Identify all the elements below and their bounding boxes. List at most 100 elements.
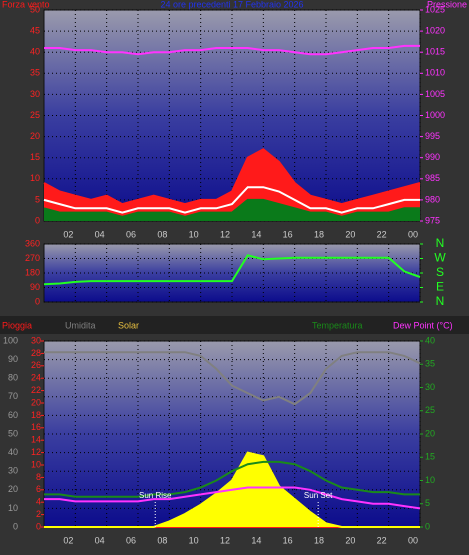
- x-tick-label: 14: [251, 535, 261, 545]
- x-tick-label: 12: [220, 535, 230, 545]
- y2-tick-label: 40: [425, 335, 435, 345]
- annotation-label: Sun Set: [304, 491, 333, 500]
- legend-entry: Dew Point (°C): [393, 320, 453, 330]
- legend-entry: Temperatura: [312, 320, 363, 330]
- series-line: [43, 254, 421, 286]
- y2-tick-label: 10: [425, 475, 435, 485]
- x-tick-label: 10: [189, 535, 199, 545]
- y2-tick-label: 20: [425, 428, 435, 438]
- y-tick-label: 60: [8, 410, 18, 420]
- y2-tick-label: E: [436, 280, 444, 294]
- x-tick-label: 22: [377, 535, 387, 545]
- y-tick-label: 90: [30, 282, 40, 292]
- annotation-label: Sun Rise: [139, 491, 172, 500]
- x-tick-label: 00: [408, 535, 418, 545]
- y3-tick-label: 20: [31, 397, 41, 407]
- x-tick-label: 00: [408, 229, 418, 239]
- y2-tick-label: 0: [425, 521, 430, 531]
- y3-tick-label: 6: [36, 484, 41, 494]
- series-line: [43, 148, 421, 206]
- y-tick-label: 0: [13, 521, 18, 531]
- y2-tick-label: 1025: [425, 4, 445, 14]
- series-line: [43, 186, 420, 214]
- y-tick-label: 40: [8, 447, 18, 457]
- legend-entry: Umidita: [65, 320, 96, 330]
- y-tick-label: 180: [25, 267, 40, 277]
- x-tick-label: 12: [220, 229, 230, 239]
- y3-tick-label: 30: [31, 335, 41, 345]
- y-tick-label: 90: [8, 354, 18, 364]
- y2-tick-label: 980: [425, 194, 440, 204]
- x-tick-label: 06: [126, 535, 136, 545]
- x-tick-label: 10: [189, 229, 199, 239]
- y3-tick-label: 12: [31, 447, 41, 457]
- x-tick-label: 18: [314, 229, 324, 239]
- series-line: [44, 44, 420, 56]
- y2-tick-label: 15: [425, 452, 435, 462]
- legend-entry: Pressione: [427, 0, 467, 9]
- y3-tick-label: 28: [31, 348, 41, 358]
- x-tick-label: 08: [157, 229, 167, 239]
- x-tick-label: 02: [63, 535, 73, 545]
- y2-tick-label: 1005: [425, 89, 445, 99]
- area-fill: [44, 199, 420, 221]
- legend-entry: Forza vento: [2, 0, 50, 9]
- y2-tick-label: 1010: [425, 68, 445, 78]
- y2-tick-label: 1015: [425, 47, 445, 57]
- x-tick-label: 20: [345, 229, 355, 239]
- y-tick-label: 10: [8, 503, 18, 513]
- y3-tick-label: 26: [31, 360, 41, 370]
- y-tick-label: 20: [30, 131, 40, 141]
- y3-tick-label: 14: [31, 435, 41, 445]
- y2-tick-label: 975: [425, 215, 440, 225]
- x-tick-label: 16: [283, 229, 293, 239]
- y3-tick-label: 8: [36, 472, 41, 482]
- y2-tick-label: N: [436, 236, 445, 250]
- y3-tick-label: 24: [31, 373, 41, 383]
- y2-tick-label: 25: [425, 405, 435, 415]
- y-tick-label: 50: [30, 4, 40, 14]
- y3-tick-label: 2: [36, 509, 41, 519]
- y3-tick-label: 22: [31, 385, 41, 395]
- legend-bar: [0, 316, 469, 334]
- y-tick-label: 10: [30, 173, 40, 183]
- y-tick-label: 50: [8, 428, 18, 438]
- series-line: [44, 486, 421, 510]
- y3-tick-label: 10: [31, 459, 41, 469]
- x-tick-label: 04: [95, 535, 105, 545]
- y-tick-label: 45: [30, 25, 40, 35]
- y3-tick-label: 4: [36, 497, 41, 507]
- y-tick-label: 15: [30, 152, 40, 162]
- y2-tick-label: 5: [425, 498, 430, 508]
- legend-entry: Solar: [118, 320, 139, 330]
- x-tick-label: 22: [377, 229, 387, 239]
- series-line: [43, 198, 420, 218]
- series-line: [44, 460, 420, 498]
- x-tick-label: 20: [345, 535, 355, 545]
- series-line: [44, 451, 420, 528]
- y2-tick-label: 30: [425, 382, 435, 392]
- legend-entry: Pioggia: [2, 320, 32, 330]
- x-tick-label: 02: [63, 229, 73, 239]
- x-tick-label: 06: [126, 229, 136, 239]
- y2-tick-label: 990: [425, 152, 440, 162]
- y2-tick-label: 35: [425, 359, 435, 369]
- y2-tick-label: 995: [425, 131, 440, 141]
- y-tick-label: 20: [8, 484, 18, 494]
- series-line: [44, 351, 421, 406]
- y2-tick-label: N: [436, 294, 445, 308]
- y-tick-label: 40: [30, 47, 40, 57]
- y-tick-label: 5: [35, 194, 40, 204]
- y-tick-label: 100: [3, 335, 18, 345]
- x-tick-label: 16: [283, 535, 293, 545]
- y2-tick-label: S: [436, 265, 444, 279]
- x-tick-label: 18: [314, 535, 324, 545]
- y-tick-label: 30: [8, 466, 18, 476]
- y2-tick-label: 985: [425, 173, 440, 183]
- y2-tick-label: 1020: [425, 25, 445, 35]
- y-tick-label: 270: [25, 253, 40, 263]
- y3-tick-label: 18: [31, 410, 41, 420]
- x-tick-label: 14: [251, 229, 261, 239]
